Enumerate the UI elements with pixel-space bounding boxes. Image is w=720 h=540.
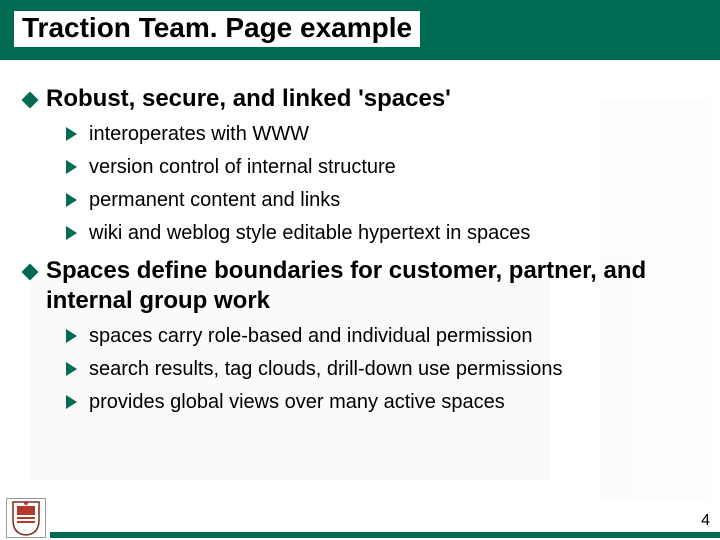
- arrow-bullet-icon: [66, 127, 77, 141]
- bullet-lvl2-text: spaces carry role-based and individual p…: [89, 323, 533, 349]
- bullet-lvl2: provides global views over many active s…: [66, 389, 702, 415]
- bullet-lvl2: spaces carry role-based and individual p…: [66, 323, 702, 349]
- sublist: interoperates with WWW version control o…: [66, 121, 702, 246]
- bullet-lvl1: Robust, secure, and linked 'spaces': [24, 84, 702, 114]
- crest-logo: [6, 498, 46, 538]
- slide-title: Traction Team. Page example: [14, 11, 420, 48]
- bullet-lvl1-text: Spaces define boundaries for customer, p…: [46, 256, 702, 316]
- page-number: 4: [701, 512, 710, 530]
- bullet-lvl1: Spaces define boundaries for customer, p…: [24, 256, 702, 316]
- title-band: Traction Team. Page example: [0, 0, 720, 60]
- bullet-lvl2-text: permanent content and links: [89, 187, 340, 213]
- diamond-bullet-icon: [22, 92, 39, 109]
- bullet-lvl2-text: interoperates with WWW: [89, 121, 309, 147]
- footer: 4: [0, 496, 720, 540]
- bullet-lvl2: interoperates with WWW: [66, 121, 702, 147]
- arrow-bullet-icon: [66, 329, 77, 343]
- bullet-lvl2-text: version control of internal structure: [89, 154, 396, 180]
- arrow-bullet-icon: [66, 193, 77, 207]
- arrow-bullet-icon: [66, 160, 77, 174]
- bullet-lvl2: search results, tag clouds, drill-down u…: [66, 356, 702, 382]
- bullet-lvl2-text: search results, tag clouds, drill-down u…: [89, 356, 563, 382]
- bullet-lvl2-text: provides global views over many active s…: [89, 389, 505, 415]
- sublist: spaces carry role-based and individual p…: [66, 323, 702, 415]
- slide-content: Robust, secure, and linked 'spaces' inte…: [0, 60, 720, 415]
- arrow-bullet-icon: [66, 362, 77, 376]
- bullet-lvl2: version control of internal structure: [66, 154, 702, 180]
- bullet-lvl2: wiki and weblog style editable hypertext…: [66, 220, 702, 246]
- diamond-bullet-icon: [22, 264, 39, 281]
- bullet-lvl2: permanent content and links: [66, 187, 702, 213]
- bullet-lvl2-text: wiki and weblog style editable hypertext…: [89, 220, 530, 246]
- arrow-bullet-icon: [66, 226, 77, 240]
- footer-rule: [50, 532, 720, 538]
- bullet-lvl1-text: Robust, secure, and linked 'spaces': [46, 84, 451, 114]
- arrow-bullet-icon: [66, 395, 77, 409]
